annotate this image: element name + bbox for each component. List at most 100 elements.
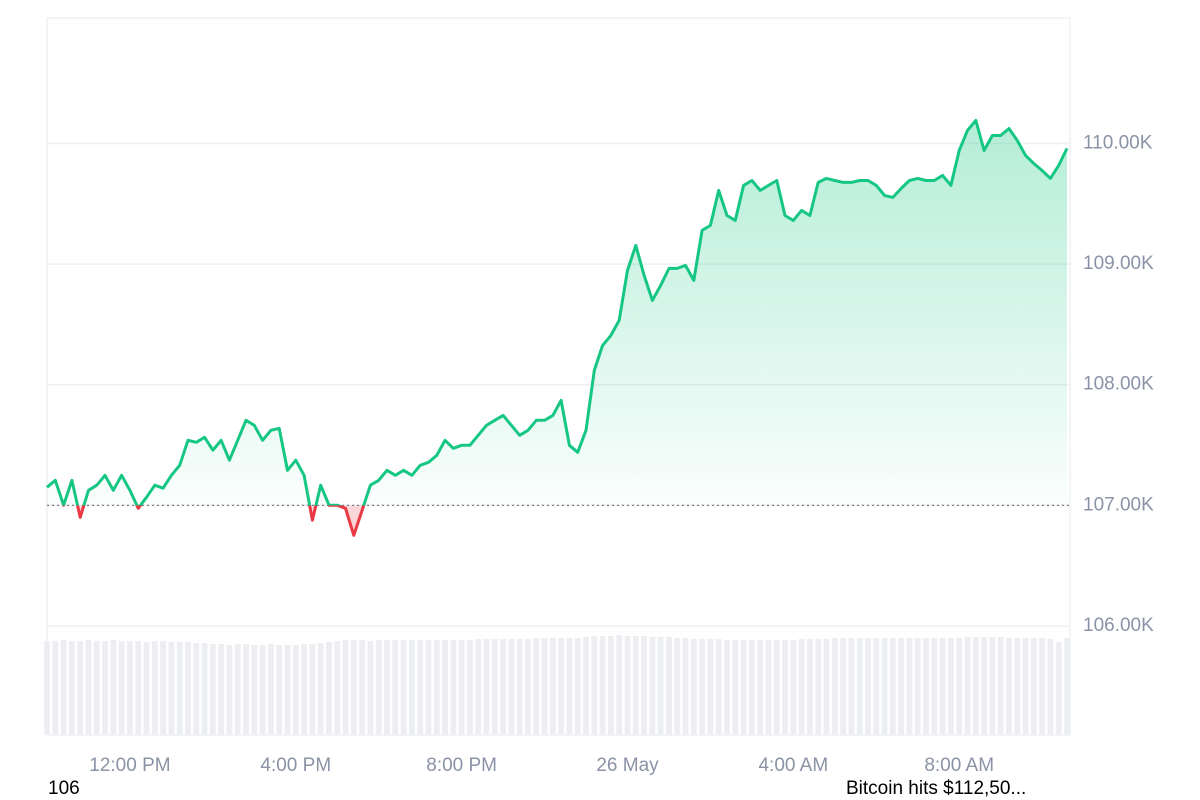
volume-bar [334,641,341,735]
price-area [47,120,1067,536]
footer-left: 106 [48,778,80,799]
volume-bar [981,637,987,735]
volume-bar [666,637,672,735]
x-tick-label: 26 May [596,755,659,776]
volume-bar [143,642,150,735]
volume-bar [964,637,971,735]
volume-bar [85,640,92,735]
volume-bar [525,639,531,735]
volume-bar [44,641,50,735]
volume-bar [865,638,871,735]
volume-bar [292,645,299,735]
volume-bar [110,640,117,735]
footer-right[interactable]: Bitcoin hits $112,50... [846,778,1026,799]
volume-bar [160,641,166,735]
y-tick-label: 108.00K [1083,374,1154,395]
volume-bar [773,640,780,735]
volume-bar [516,639,523,735]
volume-bar [168,642,175,735]
volume-bar [118,641,125,735]
volume-bar [309,644,316,735]
volume-bar [251,645,258,735]
volume-bar [939,638,946,735]
volume-bar [1014,638,1021,735]
volume-bar [558,638,565,735]
x-tick-label: 12:00 PM [89,755,170,776]
volume-bar [392,640,399,735]
volume-bar [574,638,581,735]
volume-bar [483,639,490,735]
price-line [46,118,1069,537]
volume-bar [549,638,556,735]
volume-bar [458,640,465,735]
volume-bar [715,639,722,735]
volume-bar [350,640,357,735]
volume-bar [268,644,274,735]
volume-bar [317,643,324,735]
volume-bar [284,645,291,735]
volume-bar [649,637,656,735]
volume-bar [326,642,332,735]
volume-bar [682,638,689,735]
volume-bar [425,640,432,735]
y-tick-label: 110.00K [1083,132,1153,153]
volume-bar [898,638,905,735]
volume-bar [881,638,888,735]
volume-bar [375,640,382,735]
y-tick-label: 106.00K [1083,615,1154,636]
volume-bar [508,639,515,735]
volume-bar [997,637,1004,735]
x-tick-label: 8:00 PM [426,755,497,776]
volume-bar [641,636,647,735]
volume-bar [259,645,266,735]
volume-bar [1064,638,1070,735]
volume-bar [475,639,482,735]
volume-bar [77,641,84,735]
volume-bar [234,644,241,735]
volume-bar [599,636,606,735]
volume-bar [889,638,896,735]
volume-bar [408,640,415,735]
volume-bar [276,645,283,735]
volume-bar [127,641,133,735]
volume-bar [52,641,59,735]
volume-bar [699,639,706,735]
volume-bar [748,640,755,735]
volume-bar [956,638,963,735]
volume-bar [674,638,681,735]
volume-bar [243,644,249,735]
volume-bar [757,640,764,735]
volume-bar [218,644,225,735]
x-tick-label: 8:00 AM [924,755,994,776]
volume-bar [359,640,366,735]
volume-bar [417,640,424,735]
volume-bar [1047,639,1054,735]
volume-bar [185,642,191,735]
volume-bar [583,637,589,735]
volume-bar [151,641,158,735]
volume-bar [840,638,846,735]
volume-bar [906,638,913,735]
y-tick-label: 109.00K [1083,253,1154,274]
volume-bar [450,640,457,735]
volume-bar [873,638,880,735]
volume-bar [782,640,788,735]
volume-bar [931,638,938,735]
volume-bar [1030,638,1037,735]
volume-bar [68,641,75,735]
volume-bar [690,639,697,735]
volume-bar [367,641,374,735]
volume-bar [301,644,307,735]
volume-bar [591,636,598,735]
volume-bar [226,645,233,735]
volume-bar [616,635,623,735]
volume-bar [732,640,739,735]
y-tick-label: 107.00K [1083,494,1154,515]
x-tick-label: 4:00 AM [758,755,828,776]
volume-bar [989,637,996,735]
volume-bar [831,638,838,735]
volume-bar [856,638,863,735]
volume-bar [972,637,979,735]
volume-bar [566,638,573,735]
